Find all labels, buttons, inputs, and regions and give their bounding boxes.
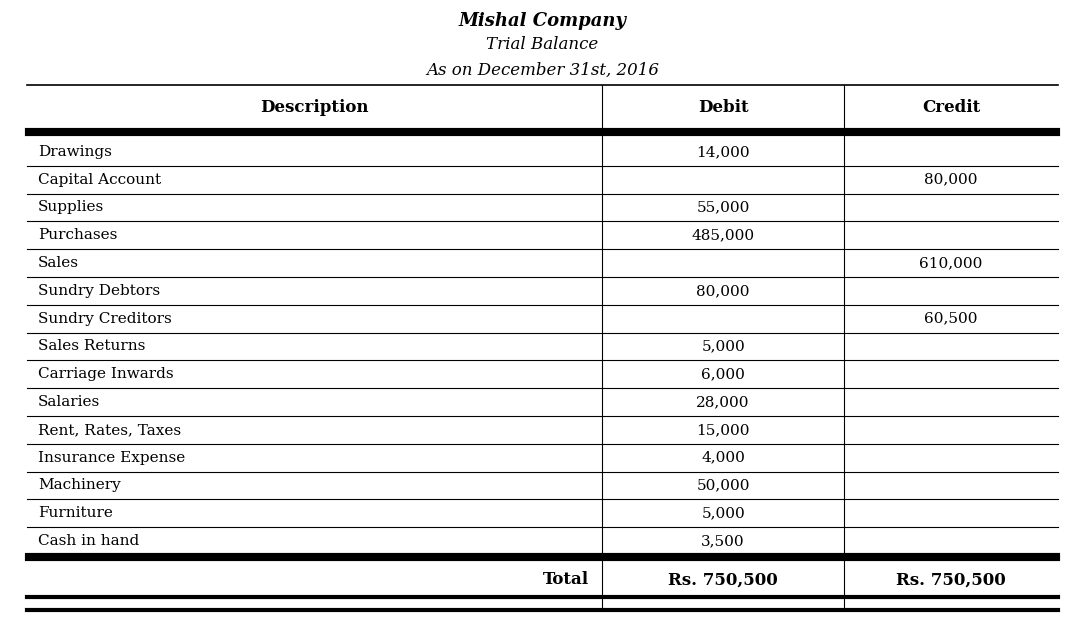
Text: Insurance Expense: Insurance Expense	[38, 450, 186, 465]
Text: 3,500: 3,500	[701, 534, 745, 548]
Text: 28,000: 28,000	[697, 395, 750, 409]
Text: 50,000: 50,000	[697, 479, 750, 492]
Text: Sundry Creditors: Sundry Creditors	[38, 312, 171, 326]
Text: 6,000: 6,000	[701, 367, 745, 381]
Text: Capital Account: Capital Account	[38, 173, 161, 187]
Text: Sundry Debtors: Sundry Debtors	[38, 284, 161, 298]
Text: Cash in hand: Cash in hand	[38, 534, 139, 548]
Text: Rs. 750,500: Rs. 750,500	[668, 571, 778, 589]
Text: Trial Balance: Trial Balance	[486, 36, 599, 53]
Text: 15,000: 15,000	[697, 423, 750, 437]
Text: Description: Description	[260, 99, 369, 116]
Text: Salaries: Salaries	[38, 395, 100, 409]
Text: Purchases: Purchases	[38, 228, 117, 242]
Text: Rent, Rates, Taxes: Rent, Rates, Taxes	[38, 423, 181, 437]
Text: Debit: Debit	[698, 99, 749, 116]
Text: Furniture: Furniture	[38, 507, 113, 520]
Text: 55,000: 55,000	[697, 201, 750, 215]
Text: 60,500: 60,500	[924, 312, 978, 326]
Text: 80,000: 80,000	[697, 284, 750, 298]
Text: Credit: Credit	[922, 99, 980, 116]
Text: 5,000: 5,000	[701, 507, 745, 520]
Text: Sales: Sales	[38, 256, 79, 270]
Text: Sales Returns: Sales Returns	[38, 339, 145, 354]
Text: 485,000: 485,000	[691, 228, 755, 242]
Text: Machinery: Machinery	[38, 479, 120, 492]
Text: 14,000: 14,000	[697, 145, 750, 159]
Text: Rs. 750,500: Rs. 750,500	[896, 571, 1006, 589]
Text: Carriage Inwards: Carriage Inwards	[38, 367, 174, 381]
Text: 4,000: 4,000	[701, 450, 745, 465]
Text: Mishal Company: Mishal Company	[459, 12, 626, 30]
Text: 610,000: 610,000	[919, 256, 983, 270]
Text: 80,000: 80,000	[924, 173, 978, 187]
Text: Total: Total	[542, 571, 589, 589]
Text: Drawings: Drawings	[38, 145, 112, 159]
Text: As on December 31st, 2016: As on December 31st, 2016	[426, 62, 659, 79]
Text: Supplies: Supplies	[38, 201, 104, 215]
Text: 5,000: 5,000	[701, 339, 745, 354]
